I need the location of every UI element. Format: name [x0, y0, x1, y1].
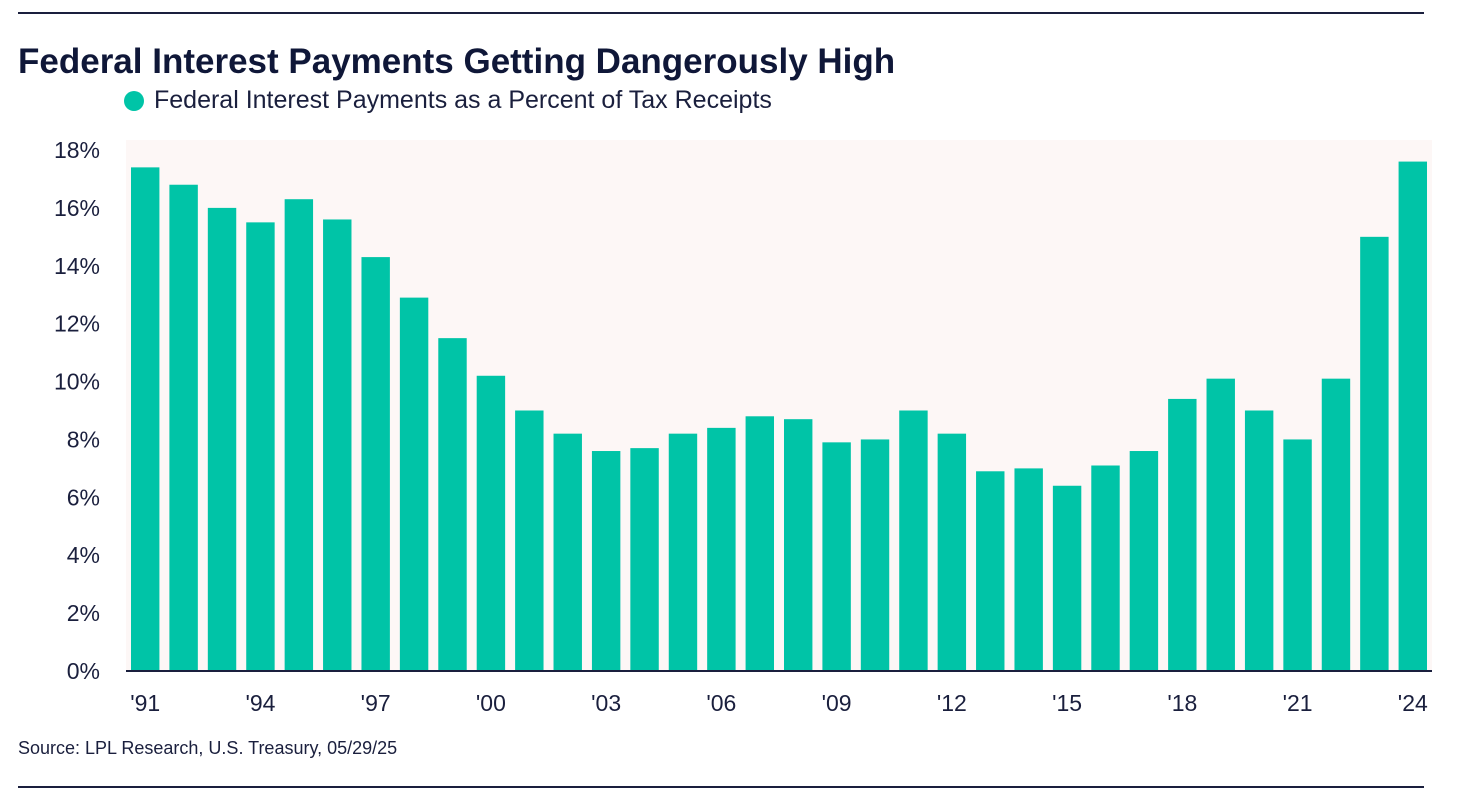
bar-05 — [668, 433, 698, 671]
bar-17 — [1129, 451, 1159, 671]
bar-11 — [899, 410, 928, 671]
bar-09 — [822, 442, 851, 671]
bar-95 — [284, 199, 314, 671]
bar-10 — [860, 439, 890, 671]
legend: Federal Interest Payments as a Percent o… — [124, 86, 772, 115]
bar-08 — [783, 419, 813, 671]
bar-07 — [745, 416, 775, 671]
x-tick-label: '03 — [591, 690, 621, 716]
y-tick-label: 6% — [67, 484, 100, 510]
bar-15 — [1052, 485, 1082, 671]
bar-06 — [707, 427, 736, 671]
bar-19 — [1206, 378, 1235, 671]
bar-16 — [1091, 465, 1120, 671]
bar-24 — [1398, 161, 1428, 672]
y-tick-label: 18% — [54, 137, 100, 163]
bottom-rule — [18, 786, 1424, 788]
bar-18 — [1168, 398, 1197, 671]
bar-93 — [207, 207, 237, 671]
bar-92 — [169, 184, 198, 671]
y-tick-label: 2% — [67, 600, 100, 626]
x-tick-label: '91 — [130, 690, 160, 716]
legend-swatch — [124, 90, 144, 111]
bar-13 — [976, 471, 1005, 671]
x-tick-label: '06 — [706, 690, 736, 716]
y-tick-label: 12% — [54, 311, 100, 337]
bar-91 — [130, 167, 160, 671]
bar-03 — [591, 451, 621, 671]
bar-21 — [1283, 439, 1312, 671]
bar-12 — [937, 433, 967, 671]
y-tick-label: 4% — [67, 542, 100, 568]
x-tick-label: '21 — [1283, 690, 1313, 716]
x-tick-label: '24 — [1398, 690, 1428, 716]
bar-96 — [323, 219, 352, 671]
bar-98 — [399, 297, 429, 671]
top-rule — [18, 12, 1424, 14]
x-tick-label: '15 — [1052, 690, 1082, 716]
bar-02 — [553, 433, 582, 671]
x-tick-label: '97 — [361, 690, 391, 716]
y-tick-label: 0% — [67, 658, 100, 684]
bar-20 — [1244, 410, 1274, 671]
bar-94 — [246, 222, 275, 671]
legend-label: Federal Interest Payments as a Percent o… — [154, 86, 772, 114]
y-tick-label: 10% — [54, 369, 100, 395]
x-tick-label: '12 — [937, 690, 967, 716]
chart-title: Federal Interest Payments Getting Danger… — [18, 42, 896, 81]
bar-00 — [476, 375, 506, 671]
bar-14 — [1014, 468, 1043, 671]
y-axis-ticks: 0% 2% 4% 6% 8% 10% 12% 14% 16% 18% — [54, 137, 100, 684]
bar-01 — [515, 410, 544, 671]
plot-area-background — [126, 140, 1432, 672]
bar-23 — [1360, 236, 1389, 672]
x-tick-label: '00 — [476, 690, 506, 716]
x-tick-label: '94 — [245, 690, 275, 716]
bar-97 — [361, 257, 390, 671]
bar-99 — [438, 338, 467, 671]
bar-22 — [1321, 378, 1351, 671]
x-tick-label: '18 — [1167, 690, 1197, 716]
x-tick-label: '09 — [822, 690, 852, 716]
bar-04 — [630, 448, 659, 671]
y-tick-label: 16% — [54, 195, 100, 221]
bars — [130, 161, 1428, 672]
y-tick-label: 8% — [67, 426, 100, 452]
x-axis-ticks: '91 '94 '97 '00 '03 '06 '09 '12 '15 '18 '21 '24 — [130, 690, 1428, 716]
source-note: Source: LPL Research, U.S. Treasury, 05/… — [18, 738, 398, 758]
y-tick-label: 14% — [54, 253, 100, 279]
